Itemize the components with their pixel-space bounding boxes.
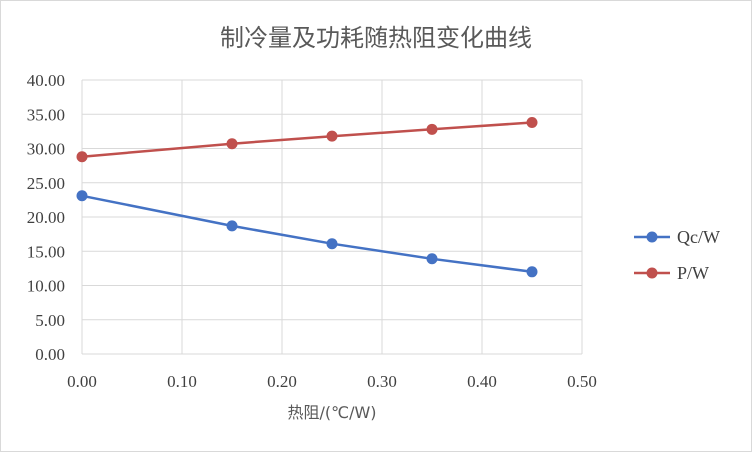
x-tick-label: 0.00	[67, 372, 97, 391]
data-point	[526, 266, 538, 278]
x-tick-label: 0.10	[167, 372, 197, 391]
grid	[81, 79, 583, 355]
x-axis-label: 热阻/(℃/W)	[287, 403, 376, 422]
data-point	[526, 116, 538, 128]
series-line	[81, 194, 533, 274]
legend-item: Qc/W	[634, 227, 720, 247]
y-tick-label: 30.00	[27, 140, 65, 159]
data-point	[76, 190, 88, 202]
data-point	[326, 130, 338, 142]
data-point	[226, 138, 238, 150]
data-point	[76, 151, 88, 163]
series-p	[76, 116, 538, 163]
y-tick-label: 20.00	[27, 208, 65, 227]
data-point	[326, 238, 338, 250]
y-tick-label: 15.00	[27, 242, 65, 261]
data-point	[426, 123, 438, 135]
y-tick-label: 35.00	[27, 105, 65, 124]
data-point	[226, 220, 238, 232]
legend-item: P/W	[634, 263, 709, 283]
x-tick-label: 0.50	[567, 372, 597, 391]
series-line	[81, 121, 533, 158]
legend-swatch-marker	[646, 231, 658, 243]
chart-title: 制冷量及功耗随热阻变化曲线	[220, 24, 532, 52]
x-tick-label: 0.20	[267, 372, 297, 391]
y-tick-label: 5.00	[35, 311, 65, 330]
x-tick-label: 0.30	[367, 372, 397, 391]
series-layer	[76, 116, 538, 278]
y-tick-label: 25.00	[27, 174, 65, 193]
legend-label: P/W	[677, 263, 709, 283]
y-tick-label: 0.00	[35, 345, 65, 364]
data-point	[426, 253, 438, 265]
y-axis-ticks: 0.00 5.00 10.00 15.00 20.00 25.00 30.00 35.00 40…	[27, 71, 65, 364]
y-tick-label: 10.00	[27, 277, 65, 296]
legend-swatch-marker	[646, 267, 658, 279]
y-tick-label: 40.00	[27, 71, 65, 90]
legend: Qc/W P/W	[634, 227, 720, 283]
x-tick-label: 0.40	[467, 372, 497, 391]
x-axis-ticks: 0.00 0.10 0.20 0.30 0.40 0.50	[67, 372, 597, 391]
series-qc	[76, 190, 538, 278]
legend-label: Qc/W	[677, 227, 720, 247]
